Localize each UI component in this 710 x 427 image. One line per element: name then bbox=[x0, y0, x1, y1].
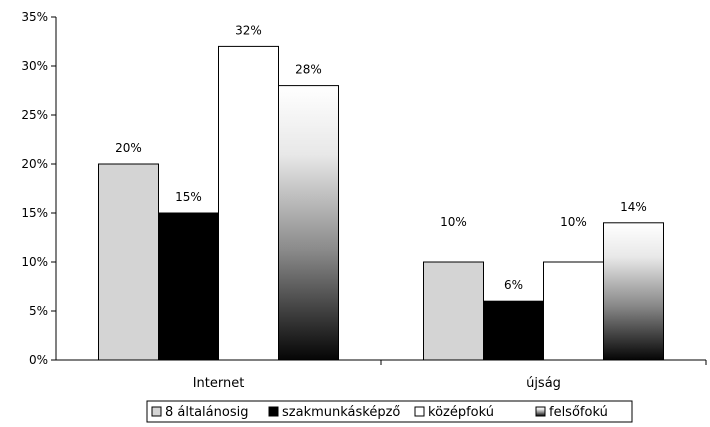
y-tick-label: 20% bbox=[21, 157, 48, 171]
data-label: 32% bbox=[235, 23, 262, 37]
legend-label: 8 általánosig bbox=[165, 405, 248, 420]
y-tick-label: 0% bbox=[29, 353, 48, 367]
y-tick-label: 10% bbox=[21, 255, 48, 269]
legend-swatch bbox=[414, 406, 425, 417]
data-label: 6% bbox=[504, 278, 523, 292]
data-label: 15% bbox=[175, 190, 202, 204]
y-tick-label: 15% bbox=[21, 206, 48, 220]
data-label: 10% bbox=[440, 215, 467, 229]
bar-szakmunkásképző-internet bbox=[158, 212, 219, 361]
bar-felsőfokú-újság bbox=[603, 222, 664, 361]
data-label: 14% bbox=[620, 200, 647, 214]
y-tick-label: 30% bbox=[21, 59, 48, 73]
x-category-label: Internet bbox=[193, 376, 245, 391]
bar-8-általánosig-internet bbox=[98, 163, 159, 361]
legend-swatch bbox=[151, 406, 162, 417]
legend-label: középfokú bbox=[428, 405, 494, 420]
bar-középfokú-újság bbox=[543, 261, 604, 361]
data-label: 28% bbox=[295, 63, 322, 77]
bars bbox=[98, 45, 664, 361]
legend-box bbox=[146, 400, 633, 423]
legend-label: felsőfokú bbox=[549, 405, 608, 420]
legend: 8 általánosig szakmunkásképző középfokú fel… bbox=[146, 400, 633, 423]
y-tick-label: 25% bbox=[21, 108, 48, 122]
y-tick-label: 35% bbox=[21, 10, 48, 24]
bar-szakmunkásképző-újság bbox=[483, 300, 544, 361]
legend-swatch bbox=[535, 406, 546, 417]
legend-label: szakmunkásképző bbox=[282, 405, 400, 420]
bar-8-általánosig-újság bbox=[423, 261, 484, 361]
x-category-label: újság bbox=[526, 376, 561, 391]
bar-felsőfokú-internet bbox=[278, 85, 339, 361]
data-label: 20% bbox=[115, 141, 142, 155]
data-label: 10% bbox=[560, 215, 587, 229]
y-tick-label: 5% bbox=[29, 304, 48, 318]
bar-középfokú-internet bbox=[218, 45, 279, 361]
legend-swatch bbox=[268, 406, 279, 417]
data-labels: 20% 15% 32% 28% 10% 6% 10% 14% bbox=[115, 23, 647, 292]
